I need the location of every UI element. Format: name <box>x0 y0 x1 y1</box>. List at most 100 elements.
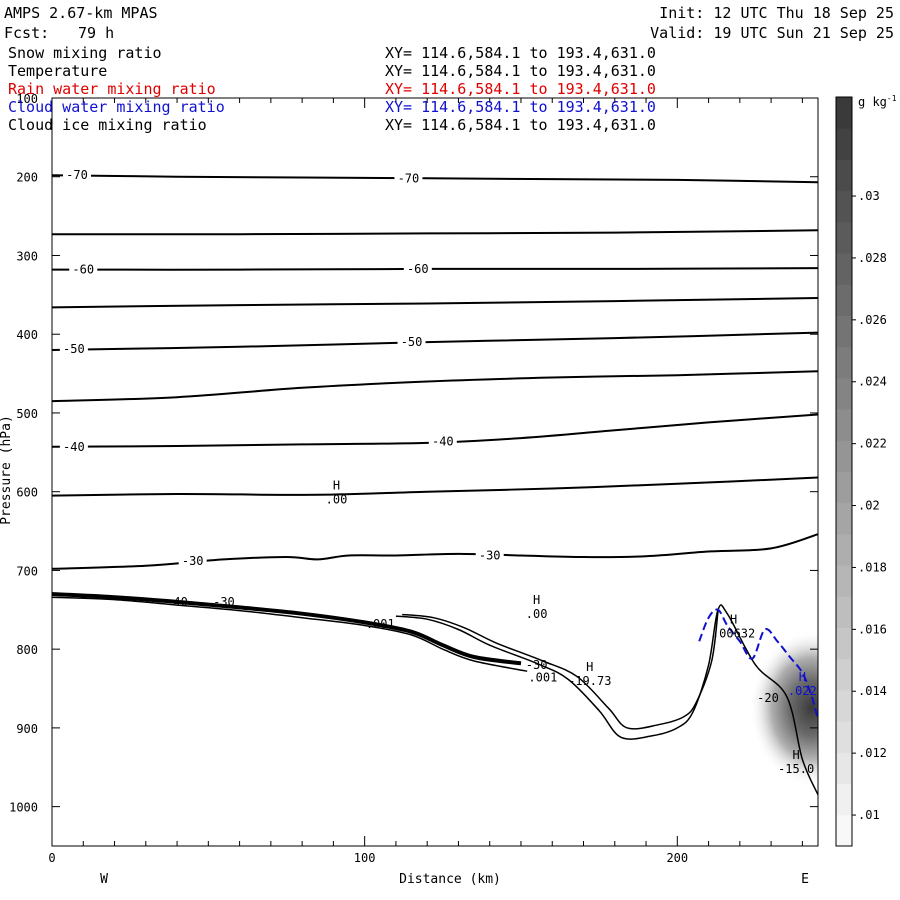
colorbar-block <box>836 440 852 472</box>
x-tick-label: 200 <box>666 851 688 865</box>
field-name: Temperature <box>8 62 108 80</box>
high-marker: H <box>730 613 737 627</box>
snow-mixing-contour <box>52 596 528 672</box>
field-xy-range: XY= 114.6,584.1 to 193.4,631.0 <box>385 116 656 134</box>
contour-label: -40 <box>166 595 188 609</box>
x-tick-label: 0 <box>48 851 55 865</box>
contour-label: -40 <box>432 434 454 448</box>
forecast-label: Fcst: <box>4 24 50 42</box>
high-value: .00 <box>526 607 548 621</box>
field-xy-range: XY= 114.6,584.1 to 193.4,631.0 <box>385 62 656 80</box>
contour-label-bg <box>428 434 457 449</box>
valid-time: Valid: 19 UTC Sun 21 Sep 25 <box>650 24 894 42</box>
contour-label-bg <box>394 171 423 186</box>
colorbar-block <box>836 502 852 535</box>
colorbar-block <box>836 377 852 410</box>
x-axis-title: Distance (km) <box>399 872 501 887</box>
temperature-contour <box>52 297 818 309</box>
temperature-contour <box>52 476 818 497</box>
colorbar-block <box>836 814 852 847</box>
colorbar-block <box>836 658 852 691</box>
model-title: AMPS 2.67-km MPAS <box>4 4 158 22</box>
colorbar-tick-label: .026 <box>858 313 887 327</box>
temperature-contour <box>52 229 818 236</box>
x-tick-label: 100 <box>354 851 376 865</box>
high-value: -19.73 <box>568 674 611 688</box>
field-name: Snow mixing ratio <box>8 44 162 62</box>
colorbar-block <box>836 190 852 223</box>
contour-label-bg <box>59 439 88 454</box>
y-axis-title: Pressure (hPa) <box>0 415 14 525</box>
colorbar-block <box>836 346 852 379</box>
contour-label: -30 <box>479 548 501 562</box>
colorbar-frame <box>835 96 853 847</box>
y-tick-label: 800 <box>16 643 38 657</box>
y-tick-label: 100 <box>16 92 38 106</box>
contour-label-bg <box>63 168 92 183</box>
colorbar-tick-label: .022 <box>858 437 887 451</box>
field-xy-range: XY= 114.6,584.1 to 193.4,631.0 <box>385 98 656 116</box>
contour-label: -60 <box>72 263 94 277</box>
contour-label: -20 <box>757 691 779 705</box>
cloud-water-contour <box>698 608 818 721</box>
contour-label-bg <box>69 262 98 277</box>
contour-label: .001 <box>528 671 557 685</box>
high-marker: H <box>586 660 593 674</box>
high-marker: H <box>792 748 799 762</box>
init-time: Init: 12 UTC Thu 18 Sep 25 <box>659 4 894 22</box>
high-value: .022 <box>788 684 817 698</box>
high-marker: H <box>533 593 540 607</box>
colorbar-block <box>836 565 852 597</box>
temperature-contour <box>52 533 818 570</box>
colorbar-block <box>836 721 852 753</box>
colorbar-tick-label: .02 <box>858 499 880 513</box>
colorbar-unit-exponent: -1 <box>887 94 897 103</box>
colorbar-tick-label: .024 <box>858 375 887 389</box>
colorbar-tick-label: .016 <box>858 622 887 636</box>
colorbar-block <box>836 253 852 285</box>
east-label: E <box>801 872 809 887</box>
high-marker: H <box>333 479 340 493</box>
colorbar-block <box>836 128 852 160</box>
colorbar-block <box>836 752 852 785</box>
west-label: W <box>100 872 108 887</box>
contour-label: -70 <box>66 168 88 182</box>
y-tick-label: 500 <box>16 407 38 421</box>
high-value: .00632 <box>712 627 755 641</box>
colorbar-block <box>836 783 852 816</box>
high-value: .00 <box>326 493 348 507</box>
colorbar-block <box>836 471 852 504</box>
colorbar-tick-label: .028 <box>858 251 887 265</box>
plot-frame <box>51 97 819 847</box>
contour-label: -50 <box>401 335 423 349</box>
contour-label: -30 <box>213 595 235 609</box>
plot-content: -70 -70-60 -60-50-50-40 -40-30 -30H.00H.00 H.… <box>52 168 818 796</box>
y-tick-label: 900 <box>16 722 38 736</box>
contour-label-bg <box>475 548 504 563</box>
colorbar-tick-label: .018 <box>858 560 887 574</box>
temperature-contour <box>52 267 818 271</box>
contour-label-bg <box>178 553 207 568</box>
y-tick-label: 600 <box>16 486 38 500</box>
y-tick-label: 1000 <box>9 801 38 815</box>
contour-label: -40 <box>63 440 85 454</box>
colorbar-tick-label: .03 <box>858 189 880 203</box>
field-xy-range: XY= 114.6,584.1 to 193.4,631.0 <box>385 80 656 98</box>
contour-label: .001 <box>366 617 395 631</box>
colorbar-block <box>836 221 852 254</box>
colorbar-block <box>836 97 852 129</box>
temperature-contour <box>52 370 818 403</box>
field-name: Cloud water mixing ratio <box>8 98 225 116</box>
temperature-contour <box>52 331 818 351</box>
forecast-hours: 79 h <box>78 24 115 42</box>
colorbar-tick-label: .01 <box>858 808 880 822</box>
colorbar-block <box>836 284 852 316</box>
colorbar-tick-label: .012 <box>858 746 887 760</box>
colorbar-block <box>836 596 852 629</box>
contour-label: -60 <box>407 262 429 276</box>
colorbar-block <box>836 409 852 441</box>
field-name: Cloud ice mixing ratio <box>8 116 207 134</box>
surface-band <box>52 592 522 666</box>
contour-label: -30 <box>526 658 548 672</box>
